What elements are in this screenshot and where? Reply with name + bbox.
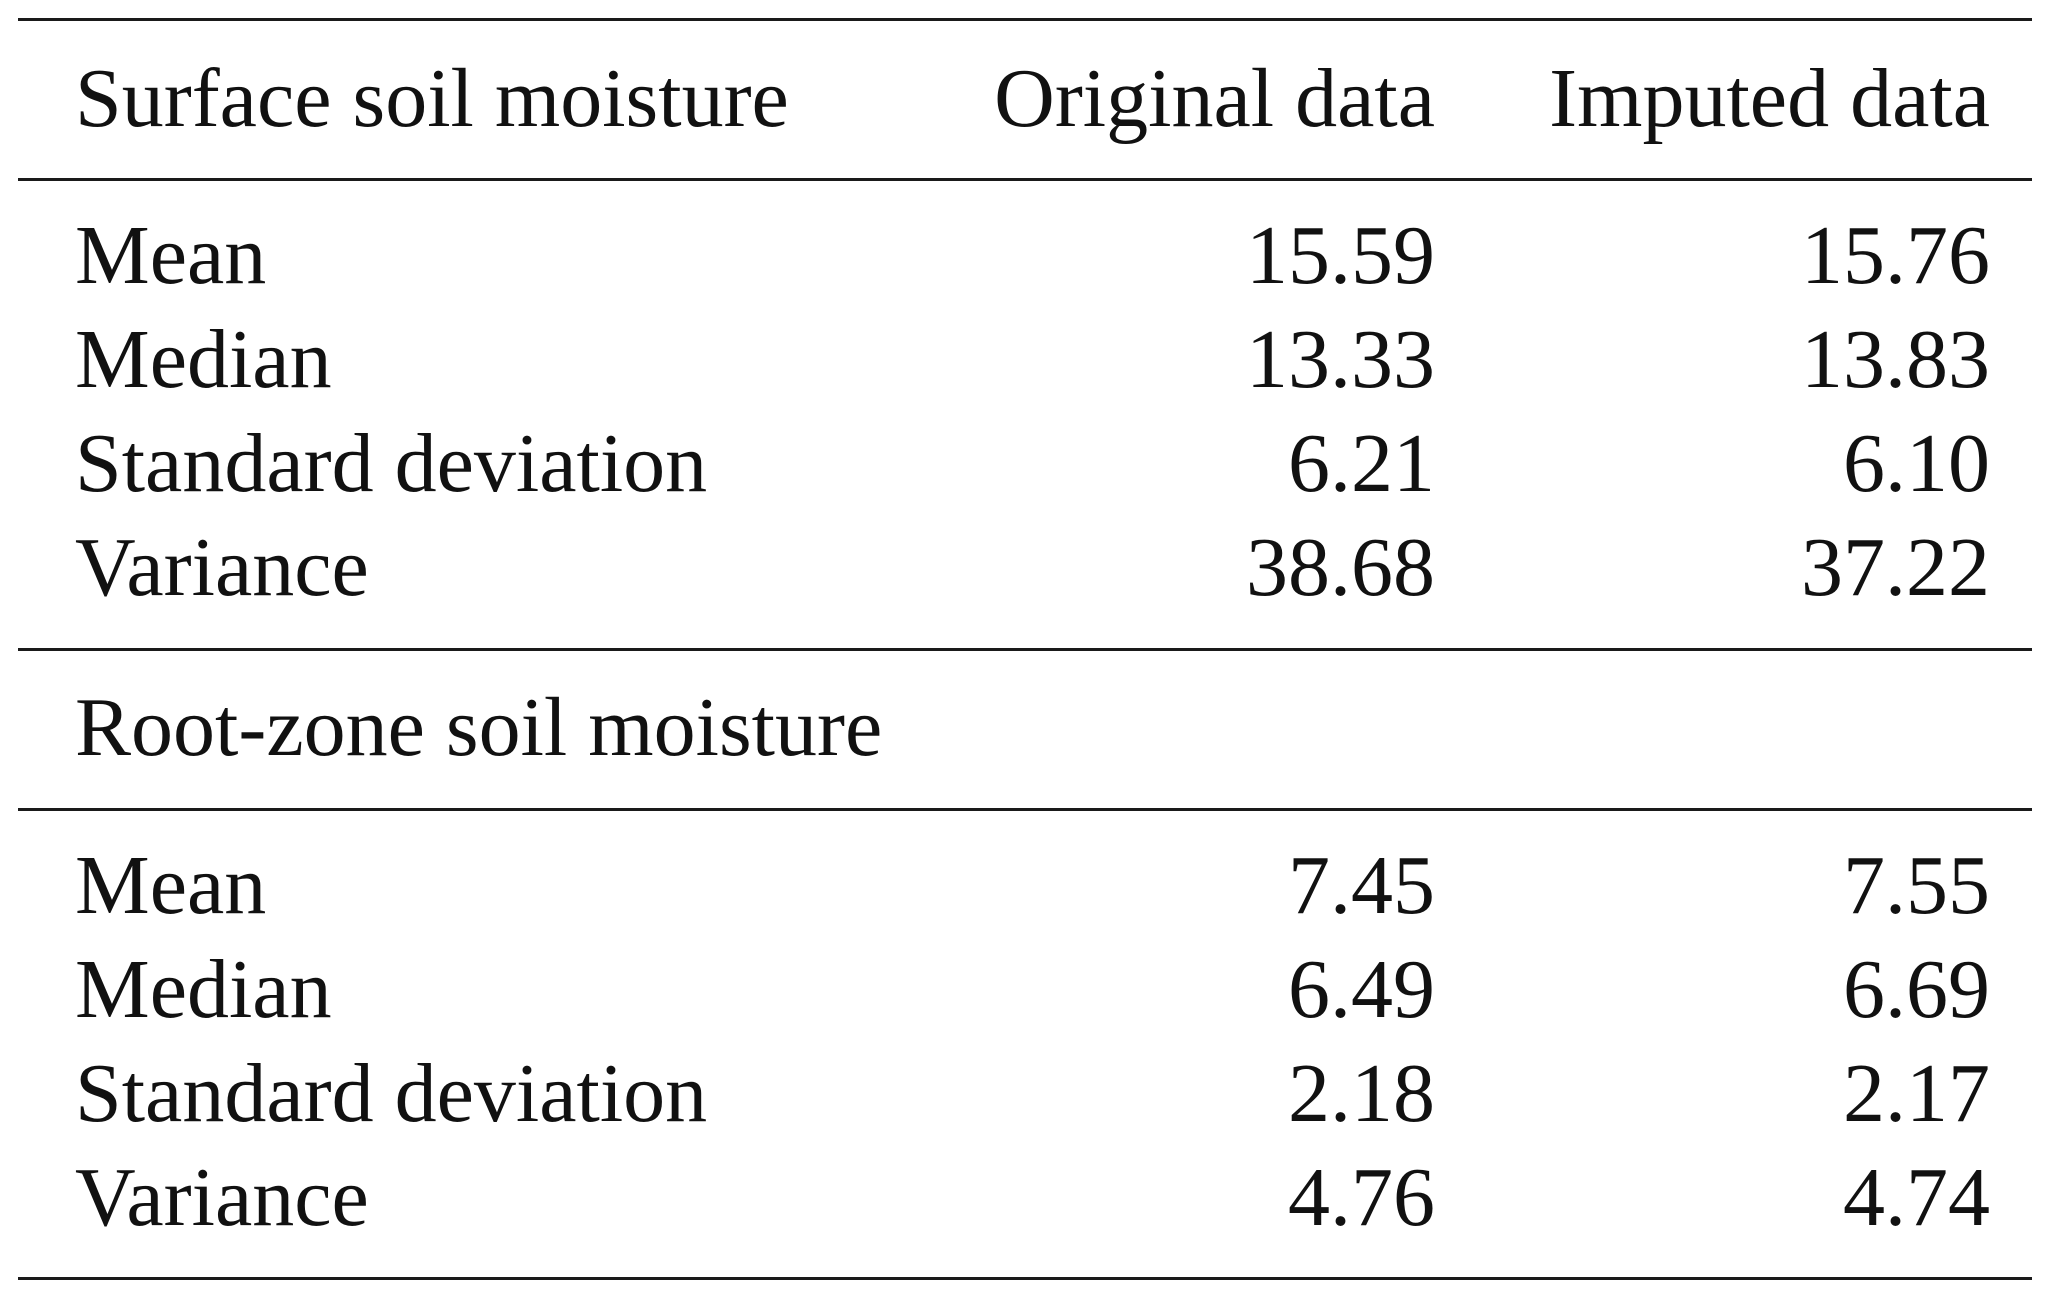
surface-row-mean-label: Mean — [75, 209, 267, 302]
surface-row-mean-imputed: 15.76 — [1801, 209, 1990, 302]
rootzone-header-rule — [18, 808, 2032, 811]
header-original-data: Original data — [994, 52, 1435, 145]
rootzone-row-median-imputed: 6.69 — [1843, 943, 1990, 1036]
surface-row-median-original: 13.33 — [1246, 313, 1435, 406]
rootzone-row-variance-label: Variance — [75, 1151, 369, 1244]
rootzone-row-median-label: Median — [75, 943, 332, 1036]
rootzone-row-mean-label: Mean — [75, 839, 267, 932]
surface-row-median-imputed: 13.83 — [1801, 313, 1990, 406]
rootzone-row-variance-original: 4.76 — [1288, 1151, 1435, 1244]
rootzone-row-std-label: Standard deviation — [75, 1047, 708, 1140]
rootzone-row-variance-imputed: 4.74 — [1843, 1151, 1990, 1244]
header-rule — [18, 178, 2032, 181]
rootzone-section-label: Root-zone soil moisture — [75, 681, 883, 774]
surface-row-std-original: 6.21 — [1288, 417, 1435, 510]
surface-row-mean-original: 15.59 — [1246, 209, 1435, 302]
surface-row-median-label: Median — [75, 313, 332, 406]
rootzone-row-std-original: 2.18 — [1288, 1047, 1435, 1140]
rootzone-row-std-imputed: 2.17 — [1843, 1047, 1990, 1140]
surface-row-std-imputed: 6.10 — [1843, 417, 1990, 510]
header-imputed-data: Imputed data — [1549, 52, 1990, 145]
surface-row-variance-label: Variance — [75, 521, 369, 614]
surface-row-std-label: Standard deviation — [75, 417, 708, 510]
bottom-rule — [18, 1277, 2032, 1280]
rootzone-row-mean-imputed: 7.55 — [1843, 839, 1990, 932]
top-rule — [18, 18, 2032, 21]
header-surface-soil-moisture: Surface soil moisture — [75, 52, 789, 145]
rootzone-row-median-original: 6.49 — [1288, 943, 1435, 1036]
surface-row-variance-original: 38.68 — [1246, 521, 1435, 614]
rootzone-row-mean-original: 7.45 — [1288, 839, 1435, 932]
section-rule — [18, 648, 2032, 651]
surface-row-variance-imputed: 37.22 — [1801, 521, 1990, 614]
